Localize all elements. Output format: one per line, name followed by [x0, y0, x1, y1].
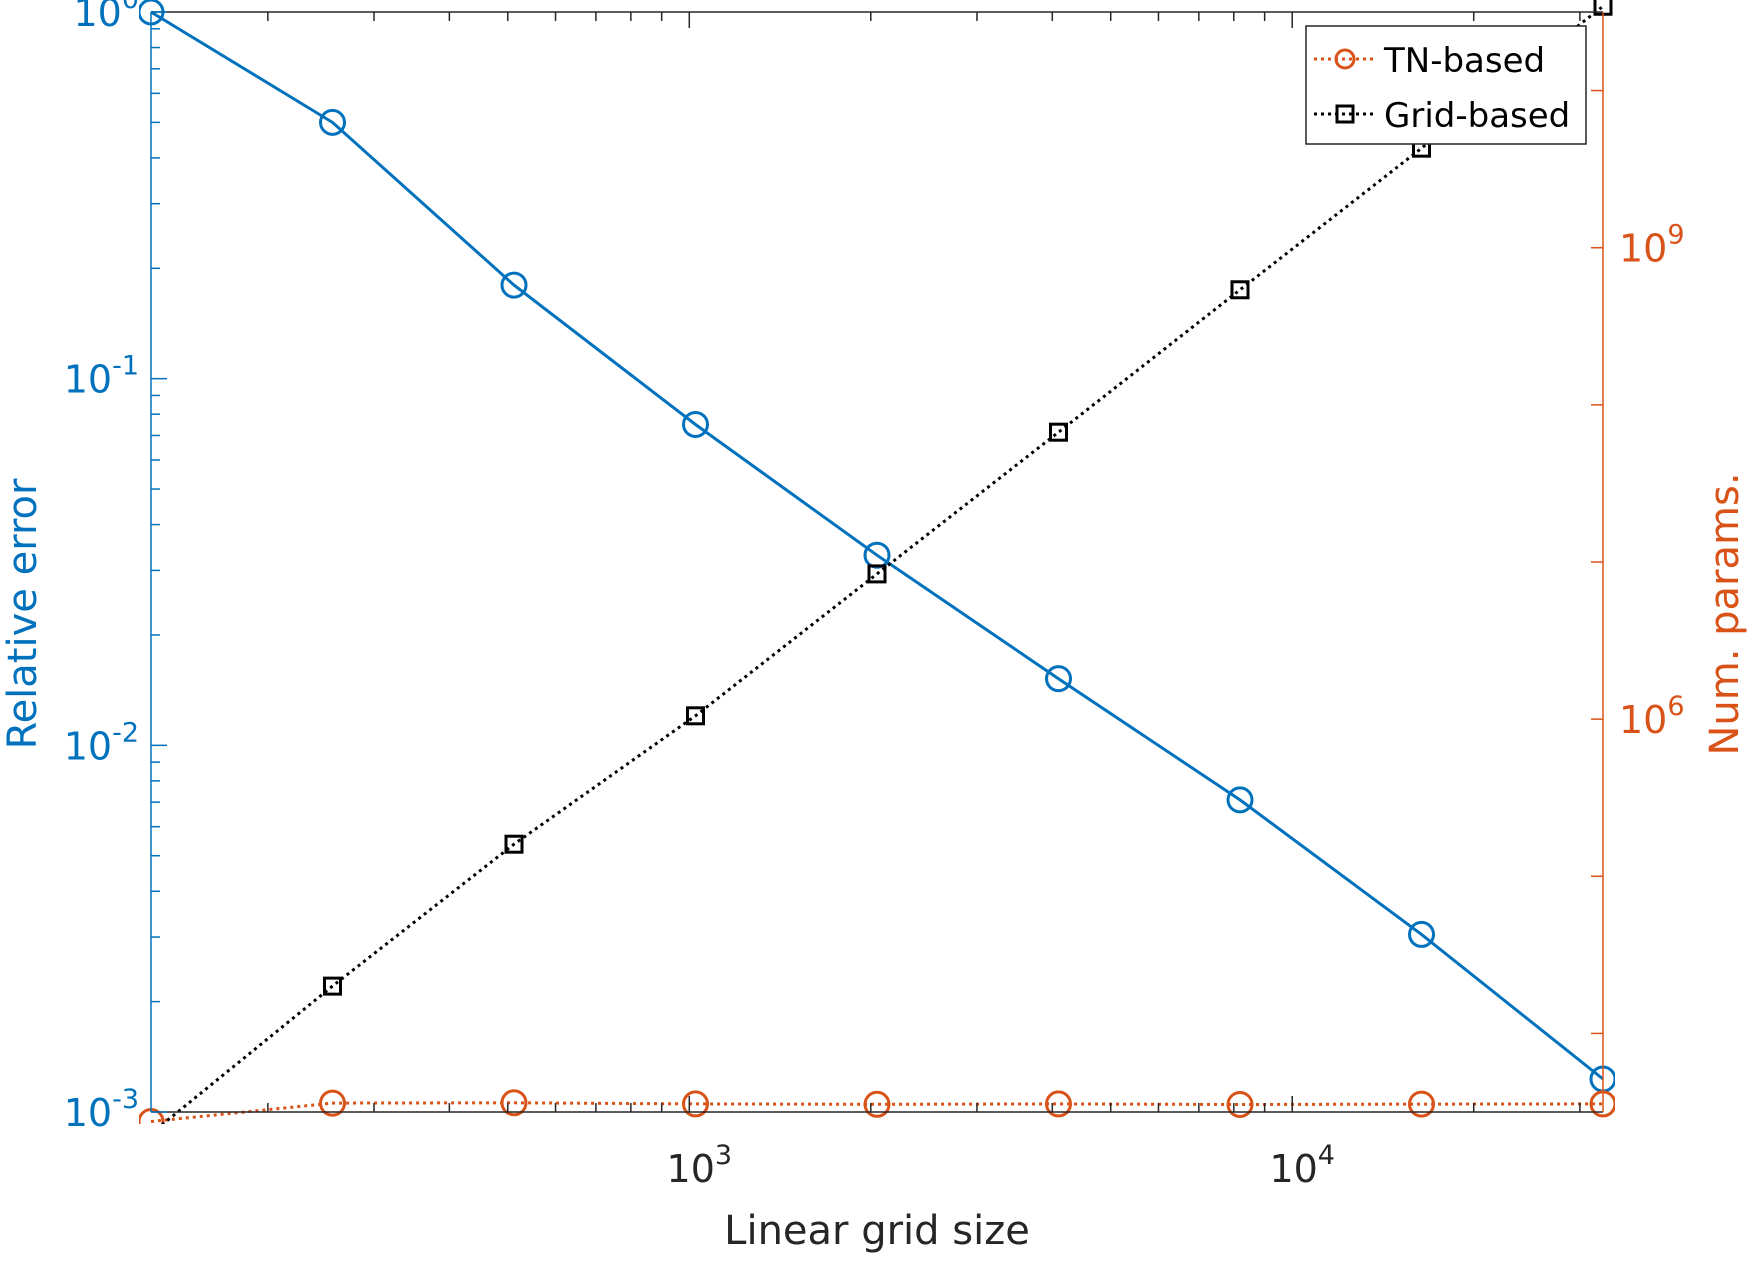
data-point [1226, 1090, 1254, 1118]
data-point [500, 1089, 528, 1117]
legend-label-tn: TN-based [1383, 41, 1545, 81]
data-point [319, 108, 346, 136]
data-point [1230, 280, 1250, 300]
data-point [1045, 1090, 1072, 1118]
data-point [867, 564, 887, 584]
x-axis-label: Linear grid size [724, 1208, 1030, 1254]
data-point [1045, 665, 1072, 693]
data-point [1408, 1090, 1435, 1118]
legend-label-grid: Grid-based [1384, 96, 1570, 136]
y-right-tick-label: 106 [1619, 691, 1685, 742]
data-point [1049, 422, 1068, 442]
series-0 [139, 0, 1615, 1093]
legend-marker-tn [1334, 48, 1356, 70]
series-layer [139, 0, 1615, 1142]
legend: TN-based Grid-based [1305, 25, 1587, 145]
y-left-tick-label: 100 [73, 0, 139, 35]
data-point [500, 271, 528, 299]
data-point [1408, 920, 1435, 948]
data-point [1226, 786, 1254, 814]
x-tick-label: 103 [667, 1140, 733, 1191]
y-axis-label-right: Num. params. [1702, 472, 1748, 755]
series-line-0 [150, 10, 1604, 1081]
legend-entry-grid: Grid-based [1314, 96, 1570, 136]
series-2 [143, 0, 1613, 1142]
axes-layer: 103 104 100 10-1 10-2 10-3 109 106 [64, 0, 1685, 1191]
plot-area [151, 12, 1603, 1112]
y-axis-label-left: Relative error [0, 478, 46, 749]
data-point [686, 706, 705, 726]
x-tick-label: 104 [1269, 1140, 1335, 1191]
y-left-tick-label: 10-2 [64, 717, 139, 768]
plot-background [151, 12, 1603, 1112]
data-point [682, 410, 709, 438]
data-point [319, 1089, 346, 1117]
data-point [504, 834, 524, 854]
series-line-2 [160, 5, 1604, 1124]
series-1 [139, 1089, 1615, 1124]
y-left-tick-label: 10-1 [64, 351, 139, 402]
legend-entry-tn: TN-based [1314, 41, 1545, 81]
y-left-tick-label: 10-3 [64, 1084, 139, 1135]
legend-marker-grid [1335, 104, 1355, 124]
y-right-tick-label: 109 [1619, 220, 1685, 271]
data-point [863, 1090, 891, 1118]
data-point [143, 1126, 159, 1142]
legend-box [1305, 25, 1587, 145]
data-point [682, 1090, 709, 1118]
data-point [323, 976, 342, 996]
